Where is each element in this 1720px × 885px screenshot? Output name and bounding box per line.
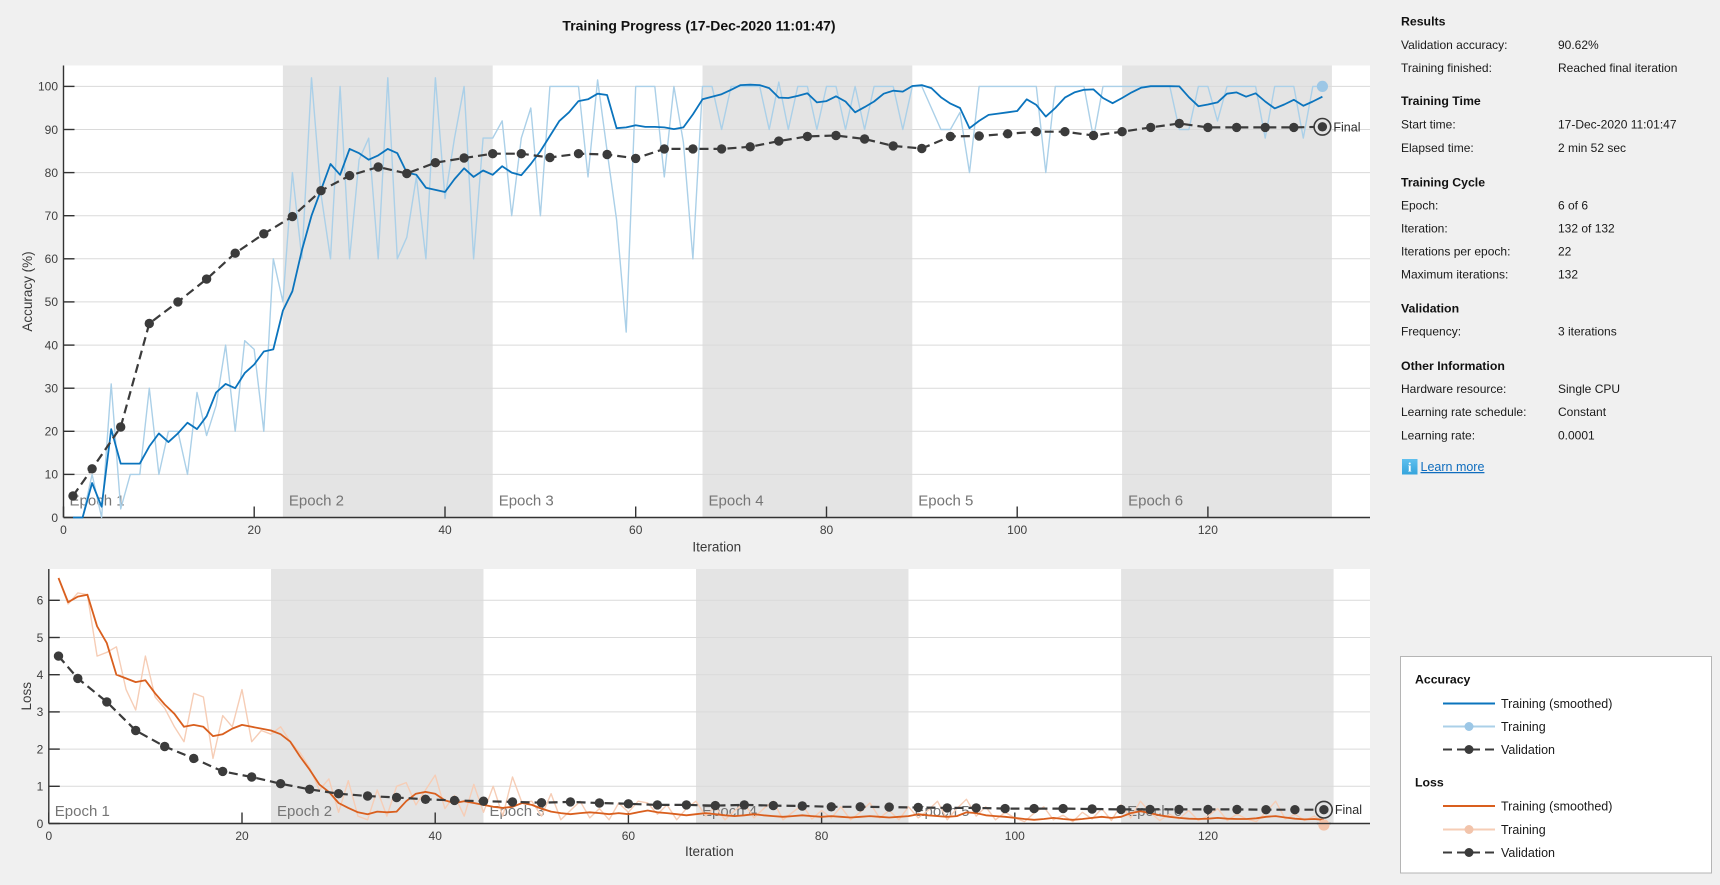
- svg-text:Epoch 1: Epoch 1: [55, 803, 110, 820]
- svg-text:90: 90: [45, 123, 59, 137]
- svg-text:3: 3: [37, 705, 44, 719]
- svg-text:Accuracy (%): Accuracy (%): [20, 251, 35, 331]
- svg-text:3 iterations: 3 iterations: [1558, 324, 1617, 338]
- svg-text:6 of 6: 6 of 6: [1558, 198, 1588, 212]
- svg-text:90.62%: 90.62%: [1558, 38, 1599, 52]
- svg-text:0.0001: 0.0001: [1558, 428, 1595, 442]
- svg-text:40: 40: [45, 338, 59, 352]
- svg-text:80: 80: [815, 829, 829, 843]
- svg-text:40: 40: [438, 523, 452, 537]
- svg-text:Loss: Loss: [19, 682, 34, 711]
- svg-text:0: 0: [60, 523, 67, 537]
- svg-text:Learning rate:: Learning rate:: [1401, 428, 1475, 442]
- svg-text:Reached final iteration: Reached final iteration: [1558, 61, 1677, 75]
- svg-text:Training Time: Training Time: [1401, 94, 1481, 108]
- svg-text:60: 60: [45, 252, 59, 266]
- svg-text:30: 30: [45, 382, 59, 396]
- svg-text:Iteration: Iteration: [685, 844, 734, 859]
- svg-text:Single CPU: Single CPU: [1558, 382, 1620, 396]
- svg-text:70: 70: [45, 209, 59, 223]
- svg-text:Epoch 2: Epoch 2: [277, 803, 332, 820]
- svg-text:100: 100: [1007, 523, 1027, 537]
- svg-text:Learn more: Learn more: [1421, 460, 1485, 474]
- svg-text:Training: Training: [1501, 823, 1546, 837]
- svg-text:Final: Final: [1333, 120, 1360, 134]
- svg-text:Epoch 4: Epoch 4: [709, 493, 764, 510]
- svg-text:Epoch 3: Epoch 3: [499, 493, 554, 510]
- svg-text:Constant: Constant: [1558, 405, 1607, 419]
- svg-text:4: 4: [37, 668, 44, 682]
- svg-text:1: 1: [37, 780, 44, 794]
- svg-text:Epoch 1: Epoch 1: [70, 493, 125, 510]
- svg-text:Epoch 2: Epoch 2: [289, 493, 344, 510]
- svg-text:17-Dec-2020 11:01:47: 17-Dec-2020 11:01:47: [1558, 118, 1677, 132]
- svg-text:Validation: Validation: [1501, 743, 1555, 757]
- svg-text:Iterations per epoch:: Iterations per epoch:: [1401, 244, 1510, 258]
- svg-text:40: 40: [429, 829, 443, 843]
- svg-text:80: 80: [45, 166, 59, 180]
- svg-text:10: 10: [45, 468, 59, 482]
- svg-text:Epoch 5: Epoch 5: [918, 493, 973, 510]
- svg-text:Validation: Validation: [1401, 301, 1459, 315]
- svg-text:Iteration:: Iteration:: [1401, 221, 1448, 235]
- svg-text:0: 0: [45, 829, 52, 843]
- svg-text:0: 0: [37, 817, 44, 831]
- svg-text:60: 60: [629, 523, 643, 537]
- svg-text:Hardware resource:: Hardware resource:: [1401, 382, 1506, 396]
- svg-text:100: 100: [38, 80, 58, 94]
- svg-text:80: 80: [820, 523, 834, 537]
- svg-text:2 min 52 sec: 2 min 52 sec: [1558, 141, 1626, 155]
- svg-text:Start time:: Start time:: [1401, 118, 1456, 132]
- svg-text:Final: Final: [1335, 803, 1362, 817]
- svg-text:120: 120: [1198, 523, 1218, 537]
- svg-text:120: 120: [1198, 829, 1218, 843]
- svg-text:Validation: Validation: [1501, 846, 1555, 860]
- svg-text:20: 20: [235, 829, 249, 843]
- svg-text:6: 6: [37, 594, 44, 608]
- svg-text:Training: Training: [1501, 720, 1546, 734]
- svg-text:0: 0: [51, 511, 58, 525]
- svg-text:2: 2: [37, 742, 44, 756]
- svg-text:Epoch:: Epoch:: [1401, 198, 1438, 212]
- svg-text:50: 50: [45, 295, 59, 309]
- svg-text:Training Progress (17-Dec-2020: Training Progress (17-Dec-2020 11:01:47): [562, 17, 835, 33]
- svg-text:i: i: [1408, 460, 1412, 475]
- svg-text:Training (smoothed): Training (smoothed): [1501, 800, 1612, 814]
- svg-text:Epoch 6: Epoch 6: [1128, 493, 1183, 510]
- svg-text:22: 22: [1558, 244, 1572, 258]
- svg-text:Maximum iterations:: Maximum iterations:: [1401, 267, 1508, 281]
- svg-text:Iteration: Iteration: [692, 539, 741, 554]
- svg-text:20: 20: [45, 425, 59, 439]
- svg-text:100: 100: [1005, 829, 1025, 843]
- svg-text:Elapsed time:: Elapsed time:: [1401, 141, 1474, 155]
- svg-text:132 of 132: 132 of 132: [1558, 221, 1615, 235]
- svg-text:60: 60: [622, 829, 636, 843]
- svg-text:Training Cycle: Training Cycle: [1401, 175, 1485, 189]
- svg-text:Training finished:: Training finished:: [1401, 61, 1492, 75]
- svg-text:Frequency:: Frequency:: [1401, 324, 1461, 338]
- svg-text:Epoch 5: Epoch 5: [915, 803, 970, 820]
- svg-text:Validation accuracy:: Validation accuracy:: [1401, 38, 1508, 52]
- svg-text:Other Information: Other Information: [1401, 359, 1505, 373]
- svg-text:132: 132: [1558, 267, 1578, 281]
- svg-text:Training (smoothed): Training (smoothed): [1501, 697, 1612, 711]
- svg-text:Loss: Loss: [1415, 775, 1444, 789]
- svg-text:5: 5: [37, 631, 44, 645]
- svg-text:Results: Results: [1401, 14, 1446, 28]
- svg-text:Accuracy: Accuracy: [1415, 672, 1471, 686]
- svg-text:20: 20: [248, 523, 262, 537]
- svg-text:Learning rate schedule:: Learning rate schedule:: [1401, 405, 1526, 419]
